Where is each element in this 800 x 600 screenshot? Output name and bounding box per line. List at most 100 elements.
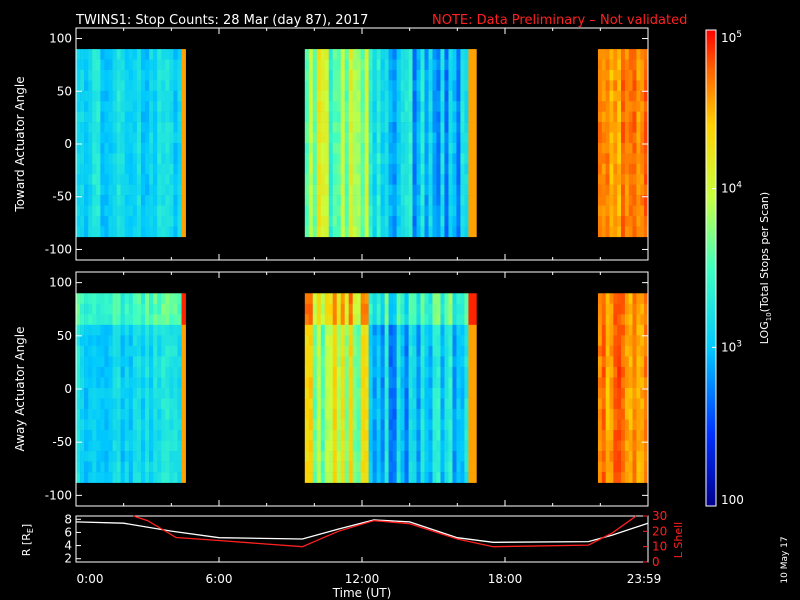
heatmap-cell (388, 345, 393, 357)
heatmap-cell (408, 90, 413, 102)
heatmap-cell (332, 226, 338, 238)
heatmap-cell (169, 49, 174, 60)
heatmap-cell (128, 174, 134, 185)
heatmap-cell (644, 430, 649, 441)
heatmap-cell (149, 377, 154, 389)
heatmap-cell (416, 440, 421, 452)
heatmap-cell (173, 163, 178, 175)
heatmap-cell (304, 195, 310, 206)
heatmap-cell (336, 101, 342, 112)
heatmap-cell (177, 215, 182, 227)
heatmap-cell (456, 472, 461, 483)
heatmap-cell (384, 226, 389, 238)
heatmap-cell (344, 303, 349, 315)
heatmap-cell (440, 419, 445, 431)
heatmap-cell (420, 387, 425, 399)
heatmap-cell (181, 356, 186, 368)
heatmap-cell (328, 90, 334, 102)
heatmap-cell (304, 153, 310, 165)
heatmap-cell (444, 205, 449, 217)
heatmap-cell (601, 398, 606, 410)
heatmap-cell (376, 122, 381, 133)
heatmap-cell (388, 174, 393, 185)
heatmap-cell (140, 356, 146, 368)
heatmap-cell (360, 293, 365, 305)
heatmap-cell (344, 408, 349, 420)
heatmap-cell (312, 419, 318, 431)
heatmap-cell (340, 335, 346, 347)
heatmap-cell (464, 101, 469, 112)
heatmap-cell (112, 314, 117, 326)
heatmap-cell (308, 408, 314, 420)
heatmap-cell (344, 205, 349, 217)
heatmap-cell (324, 184, 330, 196)
heatmap-cell (436, 215, 441, 227)
heatmap-cell (80, 430, 85, 441)
heatmap-cell (609, 356, 614, 368)
heatmap-cell (140, 80, 146, 92)
heatmap-cell (312, 408, 318, 420)
heatmap-cell (96, 59, 101, 71)
heatmap-cell (153, 356, 158, 368)
heatmap-cell (440, 59, 445, 71)
heatmap-cell (416, 366, 421, 378)
heatmap-cell (448, 335, 453, 347)
heatmap-cell (84, 69, 89, 81)
heatmap-cell (632, 377, 637, 389)
heatmap-cell (84, 174, 89, 185)
heatmap-cell (448, 90, 453, 102)
heatmap-cell (444, 49, 449, 60)
heatmap-cell (605, 69, 610, 81)
heatmap-cell (324, 345, 330, 357)
heatmap-cell (84, 451, 89, 462)
heatmap-cell (92, 184, 97, 196)
heatmap-cell (312, 430, 318, 441)
heatmap-cell (636, 335, 641, 347)
heatmap-cell (432, 451, 437, 462)
heatmap-cell (424, 153, 429, 165)
heatmap-cell (444, 335, 449, 347)
heatmap-cell (605, 408, 610, 420)
heatmap-cell (124, 142, 130, 154)
heatmap-cell (108, 377, 113, 389)
heatmap-cell (149, 430, 154, 441)
heatmap-cell (380, 153, 385, 165)
heatmap-cell (136, 132, 142, 144)
heatmap-cell (636, 174, 641, 185)
heatmap-cell (181, 163, 186, 175)
heatmap-cell (312, 398, 318, 410)
heatmap-cell (460, 303, 465, 315)
heatmap-cell (356, 205, 361, 217)
heatmap-cell (161, 142, 166, 154)
heatmap-cell (613, 215, 618, 227)
heatmap-cell (165, 205, 170, 217)
heatmap-cell (436, 293, 441, 305)
r-tick-label: 2 (64, 552, 72, 566)
heatmap-cell (609, 59, 614, 71)
heatmap-cell (624, 387, 630, 399)
heatmap-cell (376, 142, 381, 154)
y-tick-label: 0 (64, 382, 72, 396)
heatmap-cell (640, 451, 645, 462)
heatmap-cell (169, 335, 174, 347)
heatmap-cell (632, 142, 637, 154)
heatmap-cell (597, 440, 603, 452)
heatmap-cell (384, 345, 389, 357)
heatmap-cell (408, 49, 413, 60)
heatmap-cell (400, 195, 405, 206)
heatmap-cell (396, 132, 401, 144)
heatmap-cell (120, 142, 126, 154)
heatmap-cell (360, 90, 365, 102)
heatmap-cell (428, 419, 433, 431)
heatmap-cell (452, 387, 457, 399)
heatmap-cell (328, 430, 334, 441)
heatmap-cell (412, 356, 417, 368)
heatmap-cell (621, 324, 626, 336)
heatmap-cell (336, 80, 342, 92)
heatmap-cell (416, 142, 421, 154)
heatmap-cell (92, 90, 97, 102)
heatmap-cell (428, 163, 433, 175)
heatmap-cell (132, 215, 138, 227)
heatmap-cell (336, 69, 342, 81)
heatmap-cell (116, 184, 121, 196)
